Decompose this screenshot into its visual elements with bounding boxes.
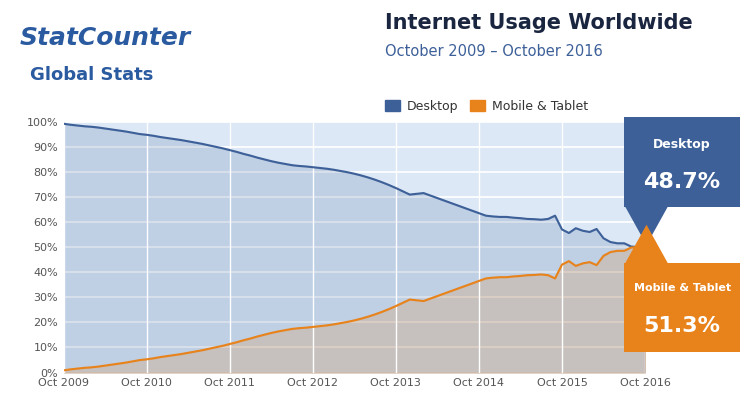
Text: Internet Usage Worldwide: Internet Usage Worldwide: [385, 13, 693, 33]
Text: Mobile & Tablet: Mobile & Tablet: [634, 283, 730, 293]
Text: StatCounter: StatCounter: [20, 26, 191, 50]
Polygon shape: [624, 205, 669, 245]
Legend: Desktop, Mobile & Tablet: Desktop, Mobile & Tablet: [385, 100, 588, 113]
Text: Desktop: Desktop: [653, 138, 711, 151]
Text: 51.3%: 51.3%: [644, 315, 721, 336]
Polygon shape: [624, 225, 669, 265]
Text: October 2009 – October 2016: October 2009 – October 2016: [385, 44, 603, 59]
Text: Global Stats: Global Stats: [30, 66, 153, 84]
Text: 48.7%: 48.7%: [644, 172, 721, 192]
